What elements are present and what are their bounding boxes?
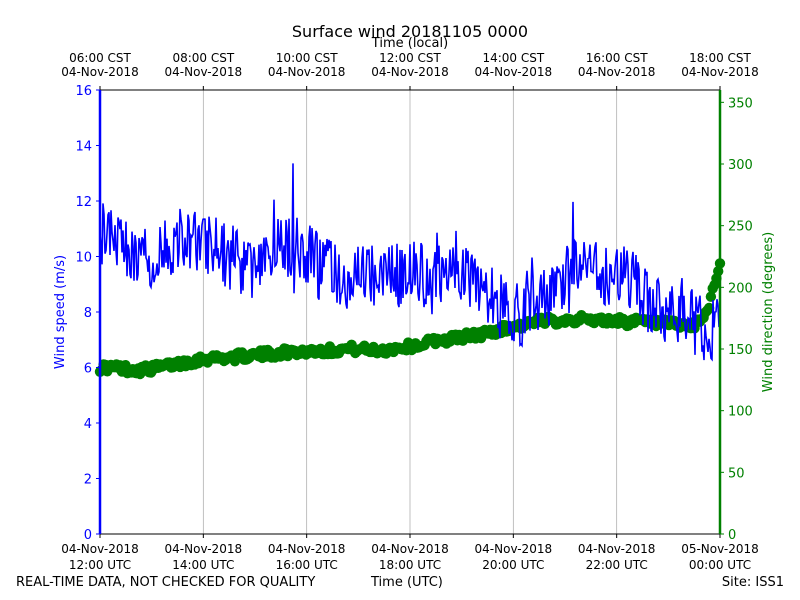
wind-speed-line [99,163,721,362]
axis-ticks: 04-Nov-2018 12:00 UTC 04-Nov-2018 14:00 UTC… [61,51,759,572]
left-tick-label: 16 [75,84,92,99]
left-tick-label: 12 [75,195,92,210]
quality-disclaimer: REAL-TIME DATA, NOT CHECKED FOR QUALITY [16,575,316,590]
top-tick-date: 04-Nov-2018 [268,65,346,79]
gridlines [202,90,618,534]
top-tick-date: 04-Nov-2018 [61,65,139,79]
right-tick-label: 100 [728,405,753,420]
top-tick-time: 06:00 CST [69,51,131,65]
left-axis-label: Wind speed (m/s) [53,255,68,369]
wind-direction-point [229,356,241,367]
left-tick-label: 2 [84,473,92,488]
bottom-tick-date: 04-Nov-2018 [371,542,449,556]
bottom-tick-date: 04-Nov-2018 [475,542,553,556]
top-tick-time: 14:00 CST [482,51,544,65]
bottom-tick-time: 14:00 UTC [172,558,234,572]
top-tick-date: 04-Nov-2018 [578,65,656,79]
top-tick-date: 04-Nov-2018 [681,65,759,79]
bottom-tick-date: 04-Nov-2018 [268,542,346,556]
bottom-tick-date: 04-Nov-2018 [61,542,139,556]
bottom-tick-time: 12:00 UTC [69,558,131,572]
left-tick-label: 4 [84,417,92,432]
bottom-tick-date: 04-Nov-2018 [165,542,243,556]
x-axis-label: Time (UTC) [371,575,443,590]
top-tick-time: 16:00 CST [586,51,648,65]
right-tick-label: 300 [728,158,753,173]
left-tick-label: 10 [75,251,92,266]
left-tick-label: 6 [84,362,92,377]
right-tick-label: 150 [728,343,753,358]
bottom-tick-date: 05-Nov-2018 [681,542,759,556]
left-tick-label: 14 [75,140,92,155]
bottom-tick-time: 00:00 UTC [689,558,751,572]
right-tick-label: 250 [728,220,753,235]
top-tick-date: 04-Nov-2018 [371,65,449,79]
right-tick-label: 350 [728,96,753,111]
right-axis-label: Wind direction (degrees) [761,232,776,392]
bottom-tick-date: 04-Nov-2018 [578,542,656,556]
top-axis-label: Time (local) [371,36,448,51]
top-tick-time: 08:00 CST [172,51,234,65]
chart-title: Surface wind 20181105 0000 [292,22,528,41]
bottom-tick-time: 18:00 UTC [379,558,441,572]
left-tick-label: 8 [84,306,92,321]
top-tick-date: 04-Nov-2018 [475,65,553,79]
wind-direction-point [705,291,717,302]
right-tick-label: 50 [728,466,745,481]
top-tick-time: 12:00 CST [379,51,441,65]
top-tick-time: 18:00 CST [689,51,751,65]
right-tick-label: 200 [728,281,753,296]
bottom-tick-time: 20:00 UTC [482,558,544,572]
site-label: Site: ISS1 [721,575,784,590]
wind-direction-point [703,302,715,314]
top-tick-date: 04-Nov-2018 [165,65,243,79]
right-tick-label: 0 [728,528,736,543]
bottom-tick-time: 22:00 UTC [586,558,648,572]
top-tick-time: 10:00 CST [276,51,338,65]
wind-speed-series [99,163,721,362]
left-tick-label: 0 [84,528,92,543]
bottom-tick-time: 16:00 UTC [276,558,338,572]
